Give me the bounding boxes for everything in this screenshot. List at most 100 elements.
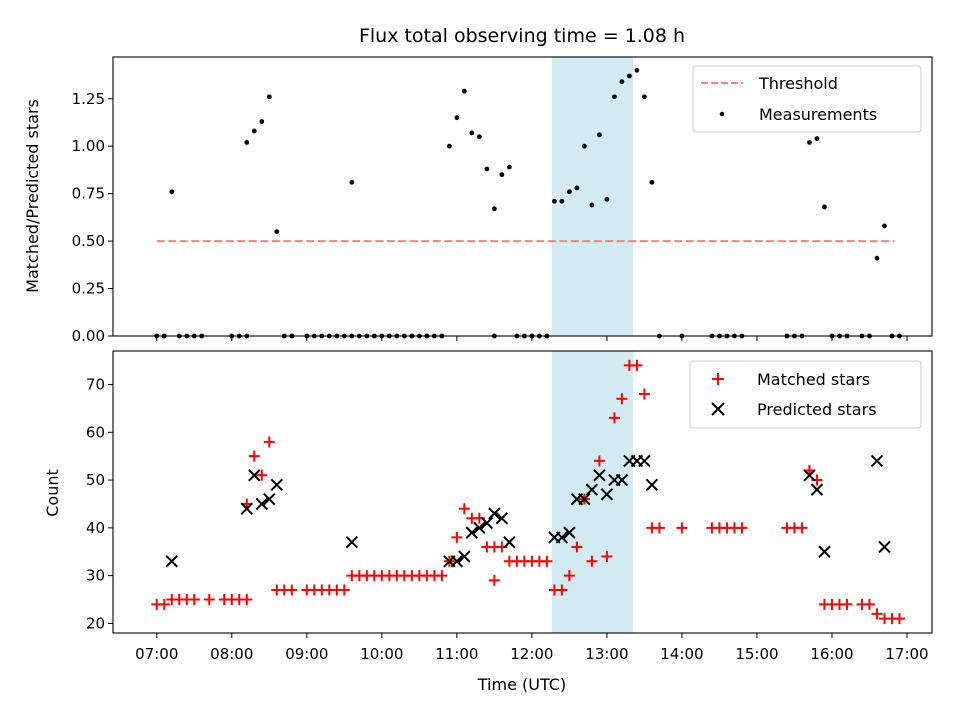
matched-star-point [158, 598, 170, 610]
x-tick-label: 09:00 [285, 645, 328, 663]
matched-star-point [541, 555, 553, 567]
measurement-point [619, 79, 625, 85]
matched-star-point [256, 469, 268, 481]
measurement-point [882, 223, 887, 229]
bot-y-tick-label: 40 [86, 519, 105, 537]
measurement-point [259, 119, 265, 124]
predicted-star-point [240, 502, 253, 515]
predicted-star-point [555, 531, 569, 544]
predicted-star-point [503, 535, 516, 549]
measurement-point [634, 67, 640, 73]
top-y-tick-label: 0.25 [72, 280, 105, 298]
bot-y-tick-label: 70 [86, 375, 105, 393]
legend-matched-swatch [712, 373, 724, 385]
bottom-legend-box [689, 360, 922, 429]
top-y-tick-label: 1.00 [72, 137, 105, 155]
measurement-point [476, 134, 482, 140]
measurement-point [604, 196, 610, 202]
bottom-panel: 20 30 40 50 60 70 07:00 08:00 09:00 10:00 11:00 12… [43, 350, 933, 694]
matched-star-point [601, 551, 613, 563]
matched-star-point [248, 450, 260, 462]
predicted-star-point [615, 473, 629, 487]
measurement-point [589, 202, 595, 208]
x-tick-label: 07:00 [135, 645, 178, 663]
x-tick-label: 15:00 [735, 645, 778, 663]
matched-star-point [841, 598, 853, 610]
predicted-star-point [450, 555, 464, 568]
x-tick-label: 11:00 [435, 645, 478, 663]
bottom-x-axis: 07:00 08:00 09:00 10:00 11:00 12:00 13:00 14:00… [135, 633, 929, 663]
bottom-data-marks [151, 359, 905, 625]
matched-star-point [451, 531, 463, 543]
bot-y-tick-label: 20 [86, 614, 105, 632]
bot-y-tick-label: 50 [86, 471, 105, 489]
top-y-tick-label: 1.25 [72, 90, 105, 108]
measurement-point [807, 140, 812, 145]
measurement-point [581, 143, 587, 149]
measurement-point [454, 115, 460, 121]
matched-star-point [563, 570, 575, 582]
x-tick-label: 14:00 [660, 645, 703, 663]
matched-star-point [676, 522, 688, 534]
measurement-point [551, 198, 557, 204]
matched-star-point [458, 503, 470, 515]
matched-star-point [586, 555, 598, 567]
measurement-point [274, 229, 280, 235]
predicted-star-point [870, 454, 884, 468]
measurement-point [251, 128, 257, 134]
measurement-point [596, 132, 602, 138]
measurement-point [874, 255, 880, 261]
top-legend: Threshold Measurements [692, 65, 922, 133]
top-y-tick-label: 0.75 [72, 185, 105, 203]
legend-predicted-swatch [711, 402, 725, 416]
predicted-star-point [638, 454, 651, 468]
predicted-star-point [803, 469, 816, 482]
predicted-star-point [495, 512, 509, 525]
x-tick-label: 13:00 [585, 645, 628, 663]
predicted-star-point [878, 540, 891, 554]
matched-star-point [203, 594, 215, 606]
measurement-point [649, 179, 655, 185]
matched-star-point [286, 584, 298, 596]
measurement-point [244, 140, 250, 145]
x-tick-label: 17:00 [885, 645, 928, 663]
top-plot-frame [112, 56, 933, 337]
measurement-point [574, 185, 580, 191]
matched-star-point [593, 455, 605, 467]
predicted-star-point [248, 469, 261, 482]
matched-star-point [796, 522, 808, 534]
predicted-star-point [465, 526, 479, 539]
legend-predicted-label: Predicted stars [757, 400, 877, 419]
matched-star-point [241, 594, 253, 606]
predicted-star-point [458, 550, 471, 563]
top-chart-title: Flux total observing time = 1.08 h [359, 25, 685, 47]
predicted-star-point [480, 516, 494, 530]
measurement-point [612, 94, 617, 100]
measurement-point [446, 143, 452, 149]
bottom-x-axis-title: Time (UTC) [477, 675, 566, 694]
top-y-tick-label: 0.50 [72, 232, 105, 250]
measurement-point [499, 172, 505, 178]
measurement-point [349, 179, 355, 185]
matched-star-point [616, 393, 628, 405]
x-tick-label: 10:00 [360, 645, 403, 663]
matched-star-point [871, 608, 883, 620]
predicted-star-point [818, 545, 831, 558]
predicted-star-point [593, 469, 606, 482]
measurement-point [461, 88, 467, 94]
legend-threshold-label: Threshold [758, 74, 838, 93]
matched-star-point [863, 598, 875, 610]
predicted-star-point [810, 483, 824, 496]
matched-star-point [893, 613, 905, 625]
bot-y-tick-label: 60 [86, 423, 105, 441]
legend-measurements-swatch [719, 111, 725, 117]
predicted-star-point [255, 497, 269, 511]
predicted-star-point [263, 492, 276, 506]
predicted-star-point [488, 507, 501, 520]
top-x-axis-ticks [156, 336, 908, 341]
predicted-star-point [645, 478, 659, 492]
bottom-plot-frame [112, 350, 933, 634]
measurement-point [814, 136, 820, 142]
top-y-tick-label: 0.00 [72, 327, 105, 345]
